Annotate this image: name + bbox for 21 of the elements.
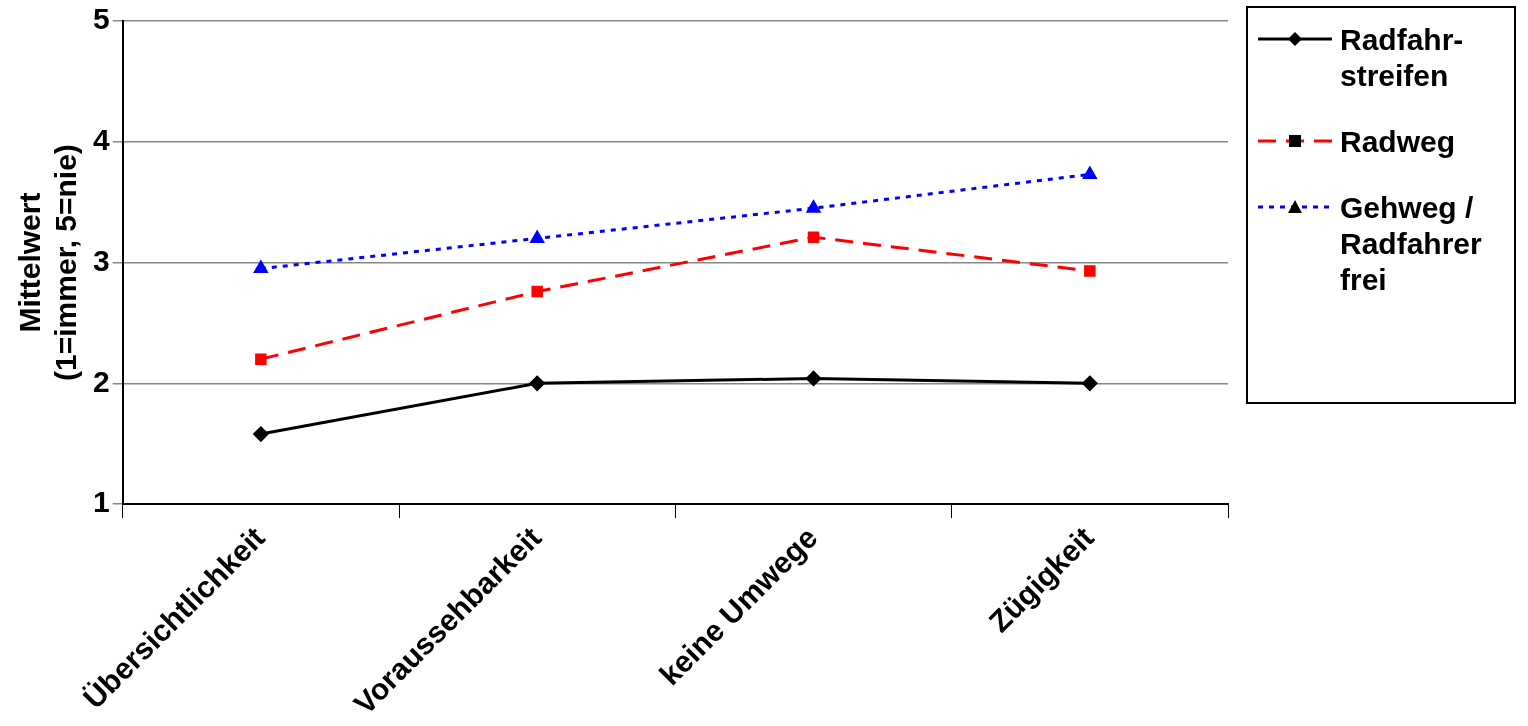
legend-label: Gehweg / Radfahrer frei	[1340, 190, 1483, 298]
y-tick-label: 1	[93, 485, 110, 519]
y-axis-title: Mittelwert (1=immer, 5=nie)	[13, 144, 83, 381]
point	[530, 230, 544, 243]
point	[806, 200, 821, 213]
y-tick-label: 2	[93, 364, 110, 398]
point	[1083, 166, 1097, 179]
y-tick-label: 4	[93, 123, 110, 157]
point	[254, 261, 268, 274]
y-tick-label: 3	[93, 243, 110, 277]
point	[806, 370, 822, 386]
point	[531, 285, 543, 298]
legend-label: Radfahr-streifen	[1340, 22, 1465, 94]
legend-label: Radweg	[1340, 124, 1457, 160]
point	[1082, 375, 1098, 391]
point	[1084, 265, 1096, 277]
point	[253, 426, 269, 442]
point	[255, 353, 267, 365]
y-tick-label: 5	[93, 2, 110, 36]
point	[529, 375, 545, 391]
point	[807, 231, 820, 243]
